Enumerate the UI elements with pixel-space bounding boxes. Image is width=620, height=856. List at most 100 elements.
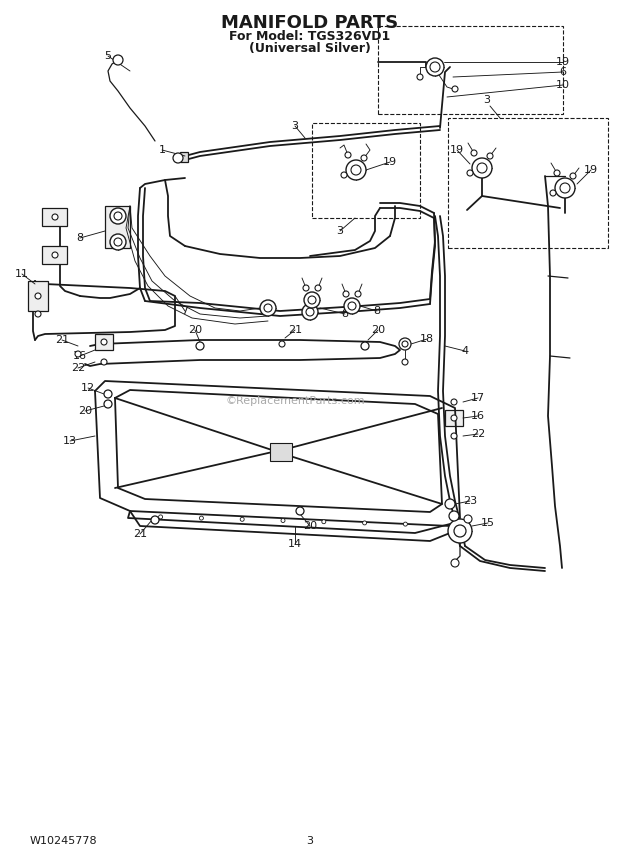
Text: 19: 19 (556, 57, 570, 67)
Circle shape (477, 163, 487, 173)
Bar (270, 443, 292, 461)
Text: 21: 21 (55, 335, 69, 345)
Bar (180, 152, 188, 162)
Circle shape (554, 170, 560, 176)
Bar (42, 208, 67, 226)
Text: (Universal Silver): (Universal Silver) (249, 41, 371, 55)
Text: 21: 21 (133, 529, 147, 539)
Text: 3: 3 (306, 836, 314, 846)
Text: MANIFOLD PARTS: MANIFOLD PARTS (221, 14, 399, 32)
Circle shape (472, 158, 492, 178)
Text: 18: 18 (420, 334, 434, 344)
Text: 20: 20 (371, 325, 385, 335)
Circle shape (449, 511, 459, 521)
Circle shape (448, 519, 472, 543)
Circle shape (346, 160, 366, 180)
Circle shape (341, 172, 347, 178)
Bar (445, 410, 463, 426)
Text: 12: 12 (81, 383, 95, 393)
Circle shape (322, 520, 326, 524)
Circle shape (304, 292, 320, 308)
Circle shape (35, 293, 41, 299)
Circle shape (451, 399, 457, 405)
Text: 13: 13 (63, 436, 77, 446)
Text: 17: 17 (471, 393, 485, 403)
Circle shape (200, 516, 203, 520)
Circle shape (159, 515, 162, 519)
Circle shape (560, 183, 570, 193)
Circle shape (467, 170, 473, 176)
Text: 22: 22 (71, 363, 85, 373)
Circle shape (281, 519, 285, 522)
Text: 10: 10 (556, 80, 570, 90)
Text: ©ReplacementParts.com: ©ReplacementParts.com (225, 396, 365, 406)
Text: 16: 16 (73, 351, 87, 361)
Circle shape (402, 359, 408, 365)
Circle shape (361, 155, 367, 161)
Text: 20: 20 (303, 521, 317, 531)
Circle shape (296, 507, 304, 515)
Circle shape (114, 238, 122, 246)
Circle shape (308, 296, 316, 304)
Circle shape (404, 522, 407, 526)
Circle shape (52, 252, 58, 258)
Text: 20: 20 (188, 325, 202, 335)
Text: 3: 3 (484, 95, 490, 105)
Text: 8: 8 (373, 306, 381, 316)
Circle shape (417, 74, 423, 80)
Circle shape (279, 341, 285, 347)
Text: 5: 5 (105, 51, 112, 61)
Circle shape (303, 285, 309, 291)
Bar (312, 123, 420, 218)
Circle shape (343, 291, 349, 297)
Circle shape (302, 304, 318, 320)
Text: 15: 15 (481, 518, 495, 528)
Circle shape (345, 152, 351, 158)
Text: 8: 8 (76, 233, 84, 243)
Bar (378, 26, 563, 114)
Text: 11: 11 (15, 269, 29, 279)
Text: W10245778: W10245778 (30, 836, 97, 846)
Circle shape (451, 433, 457, 439)
Bar (448, 118, 608, 248)
Bar (95, 334, 113, 350)
Circle shape (570, 173, 576, 179)
Text: 19: 19 (584, 165, 598, 175)
Circle shape (451, 559, 459, 567)
Text: 19: 19 (383, 157, 397, 167)
Circle shape (471, 150, 477, 156)
Circle shape (555, 178, 575, 198)
Circle shape (430, 62, 440, 72)
Text: 21: 21 (288, 325, 302, 335)
Circle shape (487, 153, 493, 159)
Circle shape (101, 359, 107, 365)
Circle shape (240, 517, 244, 521)
Bar (105, 206, 130, 248)
Circle shape (550, 190, 556, 196)
Circle shape (399, 338, 411, 350)
Text: 7: 7 (182, 306, 188, 316)
Circle shape (114, 212, 122, 220)
Text: 22: 22 (471, 429, 485, 439)
Circle shape (451, 415, 457, 421)
Text: 8: 8 (342, 309, 348, 319)
Circle shape (101, 339, 107, 345)
Text: 16: 16 (471, 411, 485, 421)
Text: 23: 23 (463, 496, 477, 506)
Circle shape (75, 351, 81, 357)
Circle shape (361, 342, 369, 350)
Circle shape (260, 300, 276, 316)
Bar (42, 246, 67, 264)
Circle shape (151, 516, 159, 524)
Circle shape (196, 342, 204, 350)
Circle shape (113, 55, 123, 65)
Circle shape (306, 308, 314, 316)
Circle shape (445, 499, 455, 509)
Text: 19: 19 (450, 145, 464, 155)
Circle shape (35, 311, 41, 317)
Text: 4: 4 (461, 346, 469, 356)
Text: For Model: TGS326VD1: For Model: TGS326VD1 (229, 29, 391, 43)
Circle shape (363, 521, 366, 525)
Circle shape (344, 298, 360, 314)
Text: 3: 3 (337, 226, 343, 236)
